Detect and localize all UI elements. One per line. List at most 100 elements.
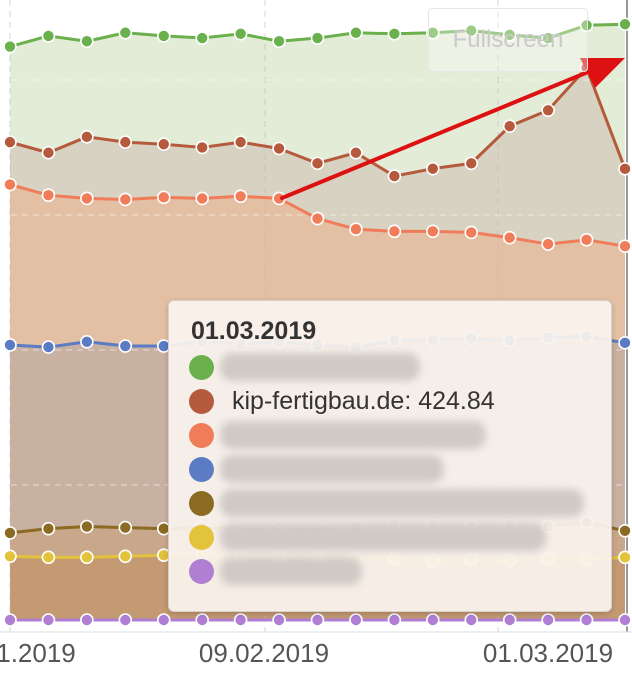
series-color-swatch [189,524,214,550]
data-point-s3-1 [41,340,56,354]
data-point-s6-7 [272,613,286,627]
data-point-s6-13 [502,613,517,627]
data-point-s0-9 [349,25,363,40]
data-point-s1-11 [426,161,440,176]
data-point-s2-1 [41,188,56,203]
data-point-s0-6 [233,27,248,41]
redacted-label [220,489,584,517]
data-point-s2-10 [387,224,402,239]
data-point-s5-16 [618,550,632,565]
data-point-s2-15 [579,233,594,247]
redacted-label [220,523,546,551]
data-point-s2-16 [618,239,632,253]
tooltip-entry [189,521,546,553]
data-point-s0-7 [272,34,286,49]
redacted-label [220,353,420,381]
tooltip-entry [189,555,362,587]
data-point-s6-15 [579,613,594,627]
data-point-s1-0 [3,135,17,149]
tooltip-entry-label: kip-fertigbau.de: 424.84 [232,386,495,415]
data-point-s6-9 [349,613,363,627]
data-point-s6-0 [3,613,17,627]
data-point-s0-5 [195,31,209,45]
data-point-s2-14 [541,237,555,251]
data-point-s1-8 [310,156,325,171]
data-point-s1-4 [156,137,171,152]
data-point-s6-5 [195,613,209,627]
data-point-s5-0 [3,549,17,564]
data-point-s2-4 [156,190,171,205]
data-point-s0-13 [502,28,517,42]
tooltip-entry [189,351,420,383]
data-point-s2-5 [195,191,209,206]
redacted-label [220,421,486,449]
series-color-swatch [189,422,214,448]
data-point-s6-8 [310,613,325,627]
data-point-s6-10 [387,613,402,627]
data-point-s0-10 [387,27,402,41]
tooltip-entry [189,487,584,519]
data-point-s1-5 [195,140,209,155]
data-point-s6-12 [464,613,479,627]
data-point-s1-12 [464,156,479,171]
data-point-s4-2 [80,519,94,534]
data-point-s0-8 [310,31,325,45]
series-color-swatch [189,354,214,380]
data-point-s1-6 [233,135,248,149]
data-point-s3-3 [118,339,133,353]
data-point-s1-9 [349,145,363,160]
data-point-s6-14 [541,613,555,627]
data-point-s2-2 [80,191,94,206]
data-point-s0-16 [618,17,632,32]
data-point-s6-2 [80,613,94,627]
data-point-s6-6 [233,613,248,627]
data-point-s2-9 [349,222,363,237]
data-point-s0-14 [541,31,555,45]
data-point-s6-4 [156,613,171,627]
data-point-s1-16 [618,162,632,176]
data-point-s0-11 [426,25,440,40]
annotation-arrow-head [580,58,625,88]
x-tick-label: 1.2019 [0,638,76,668]
data-point-s1-13 [502,119,517,133]
data-point-s6-3 [118,613,133,627]
data-point-s0-12 [464,23,479,38]
data-point-s0-0 [3,39,17,54]
data-point-s1-7 [272,141,286,156]
redacted-label [220,557,362,585]
data-point-s6-11 [426,613,440,627]
x-tick-label: 01.03.2019 [483,638,613,668]
data-point-s5-2 [80,550,94,565]
data-point-s2-3 [118,192,133,207]
data-point-s3-16 [618,336,632,350]
data-point-s0-2 [80,34,94,49]
fullscreen-button[interactable]: Fullscreen [428,8,588,72]
series-color-swatch [189,388,214,414]
data-point-s2-12 [464,225,479,240]
data-point-s6-16 [618,613,632,627]
data-point-s2-13 [502,230,517,245]
data-point-s0-1 [41,29,56,43]
data-point-s3-0 [3,338,17,352]
data-point-s2-11 [426,224,440,239]
annotation-arrow-shaft [280,70,590,200]
data-point-s4-16 [618,523,632,538]
series-color-swatch [189,558,214,584]
redacted-label [220,455,444,483]
data-point-s2-6 [233,189,248,204]
x-tick-label: 09.02.2019 [199,638,329,668]
data-point-s6-1 [41,613,56,627]
data-point-s3-2 [80,334,94,349]
data-point-s1-10 [387,169,402,183]
tooltip-date: 01.03.2019 [191,317,317,345]
series-color-swatch [189,490,214,516]
data-point-s0-3 [118,25,133,40]
data-point-s5-1 [41,550,56,565]
data-point-s4-0 [3,526,17,540]
data-point-s4-1 [41,521,56,536]
tooltip-entry: kip-fertigbau.de: 424.84 [189,385,495,417]
data-point-s1-14 [541,103,555,118]
data-point-s2-8 [310,211,325,226]
data-point-s4-3 [118,520,133,535]
data-point-s0-4 [156,29,171,43]
